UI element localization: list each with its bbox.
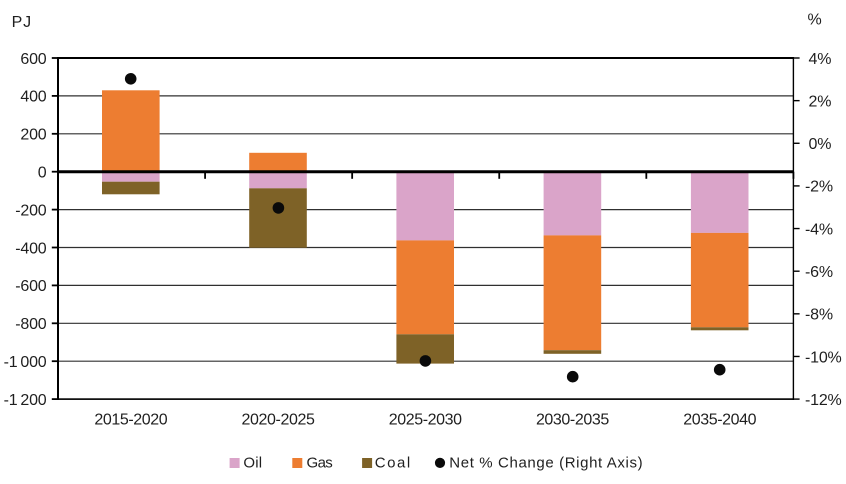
svg-text:%: % — [808, 11, 822, 28]
svg-text:Net % Change (Right Axis): Net % Change (Right Axis) — [449, 455, 643, 472]
svg-text:400: 400 — [20, 89, 46, 106]
svg-text:2015-2020: 2015-2020 — [94, 412, 167, 429]
svg-text:2035-2040: 2035-2040 — [683, 412, 756, 429]
svg-text:600: 600 — [20, 51, 46, 68]
svg-text:-4%: -4% — [805, 221, 833, 238]
svg-text:Gas: Gas — [307, 455, 333, 472]
svg-text:-12%: -12% — [805, 392, 842, 409]
svg-text:2030-2035: 2030-2035 — [536, 412, 609, 429]
svg-text:-400: -400 — [15, 240, 47, 257]
svg-text:-200: -200 — [15, 202, 47, 219]
svg-text:-1 000: -1 000 — [4, 354, 47, 371]
svg-text:-6%: -6% — [805, 264, 833, 281]
svg-text:-10%: -10% — [805, 349, 842, 366]
svg-text:-600: -600 — [15, 278, 47, 295]
svg-text:0%: 0% — [809, 136, 832, 153]
svg-text:Coal: Coal — [375, 455, 412, 472]
svg-text:2020-2025: 2020-2025 — [242, 412, 315, 429]
svg-text:200: 200 — [20, 127, 46, 144]
svg-text:Oil: Oil — [243, 455, 262, 472]
svg-text:4%: 4% — [809, 51, 832, 68]
svg-text:-1 200: -1 200 — [4, 392, 47, 409]
svg-text:-2%: -2% — [805, 179, 833, 196]
svg-text:-800: -800 — [15, 316, 47, 333]
svg-text:0: 0 — [38, 165, 47, 182]
svg-text:PJ: PJ — [12, 14, 32, 31]
svg-text:-8%: -8% — [805, 307, 833, 324]
svg-text:2%: 2% — [809, 93, 832, 110]
svg-text:2025-2030: 2025-2030 — [389, 412, 462, 429]
